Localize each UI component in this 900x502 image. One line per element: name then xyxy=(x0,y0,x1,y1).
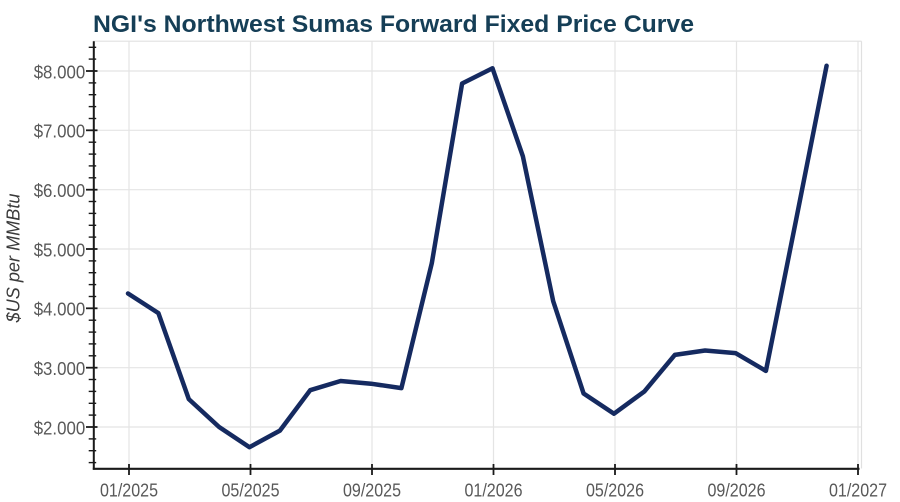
svg-text:09/2026: 09/2026 xyxy=(708,481,766,501)
svg-text:$8.000: $8.000 xyxy=(34,62,86,82)
svg-text:09/2025: 09/2025 xyxy=(343,481,401,501)
svg-text:$5.000: $5.000 xyxy=(34,240,86,260)
svg-text:$3.000: $3.000 xyxy=(34,359,86,379)
svg-text:01/2026: 01/2026 xyxy=(465,481,523,501)
svg-text:$US per MMBtu: $US per MMBtu xyxy=(2,194,23,324)
svg-text:$2.000: $2.000 xyxy=(34,418,86,438)
svg-text:05/2025: 05/2025 xyxy=(222,481,280,501)
svg-text:NGI's Northwest Sumas Forward: NGI's Northwest Sumas Forward Fixed Pric… xyxy=(93,11,694,38)
svg-text:01/2025: 01/2025 xyxy=(100,481,158,501)
svg-text:05/2026: 05/2026 xyxy=(586,481,644,501)
svg-text:$6.000: $6.000 xyxy=(34,181,86,201)
svg-text:$4.000: $4.000 xyxy=(34,300,86,320)
svg-text:$7.000: $7.000 xyxy=(34,122,86,142)
svg-text:01/2027: 01/2027 xyxy=(829,481,887,501)
